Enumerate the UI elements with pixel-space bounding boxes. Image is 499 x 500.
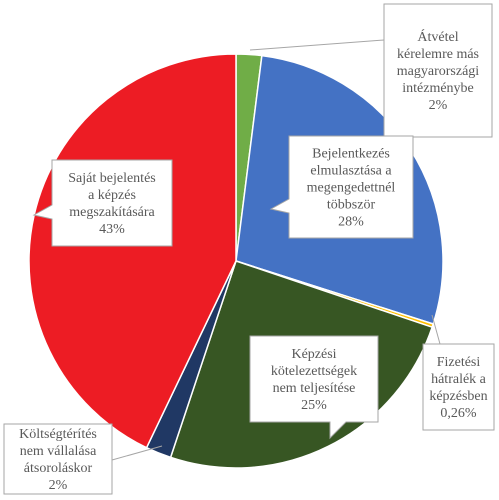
data-label-2-line-2: képzésben: [429, 389, 487, 404]
data-label-0-line-2: magyarországi: [397, 64, 480, 79]
callout-box-0: [383, 3, 493, 138]
callout-leader-2: [431, 314, 441, 345]
data-label-3: Képzési kötelezettségek nem teljesítése 25%: [271, 347, 357, 413]
data-label-1: Bejelentkezés elmulasztása a megengedettné…: [307, 147, 396, 230]
pie-slices: [28, 53, 444, 469]
callout-leader-4: [111, 445, 163, 461]
data-label-4-line-2: átsoroláskor: [24, 461, 93, 476]
data-label-2-line-3: 0,26%: [440, 406, 477, 421]
data-label-0-line-4: 2%: [429, 98, 448, 113]
data-label-1-line-4: 28%: [338, 215, 364, 230]
data-label-4-line-1: nem vállalása: [20, 444, 97, 459]
callout-leader-0: [249, 39, 385, 51]
data-label-4-line-0: Költségtérítés: [19, 427, 97, 442]
data-label-3-line-0: Képzési: [291, 347, 336, 362]
callout-box-5: [32, 159, 173, 247]
pie-callouts: Átvétel kérelemre más magyarországi intézmé…: [3, 3, 495, 495]
callout-box-2: [422, 343, 495, 431]
data-label-3-line-3: 25%: [301, 398, 327, 413]
data-label-1-line-1: elmulasztása a: [310, 164, 392, 179]
data-label-3-line-2: nem teljesítése: [273, 381, 356, 396]
data-label-5-line-0: Saját bejelentés: [68, 171, 155, 186]
data-label-2: Fizetési hátralék a képzésben 0,26%: [429, 355, 487, 421]
data-label-0-line-3: intézménybe: [402, 81, 474, 96]
data-label-3-line-1: kötelezettségek: [271, 364, 357, 379]
callout-box-1: [269, 135, 414, 239]
data-label-1-line-3: többször: [327, 198, 376, 213]
callout-box-3: [249, 335, 379, 440]
callout-box-4: [3, 423, 113, 495]
data-label-1-line-2: megengedettnél: [307, 181, 396, 196]
data-label-0-line-1: kérelemre más: [397, 47, 479, 62]
data-label-1-line-0: Bejelentkezés: [312, 147, 390, 162]
data-label-2-line-1: hátralék a: [431, 372, 487, 387]
data-label-5-line-1: a képzés: [88, 188, 136, 203]
data-label-4-line-3: 2%: [49, 478, 68, 493]
data-label-2-line-0: Fizetési: [437, 355, 481, 370]
data-label-5: Saját bejelentés a képzés megszakítására 43…: [68, 171, 155, 237]
data-label-5-line-2: megszakítására: [69, 205, 155, 220]
data-label-0: Átvétel kérelemre más magyarországi intézmé…: [397, 28, 480, 113]
data-label-0-line-0: Átvétel: [417, 28, 458, 45]
data-label-5-line-3: 43%: [99, 222, 125, 237]
data-label-4: Költségtérítés nem vállalása átsoroláskor 2…: [19, 427, 97, 493]
